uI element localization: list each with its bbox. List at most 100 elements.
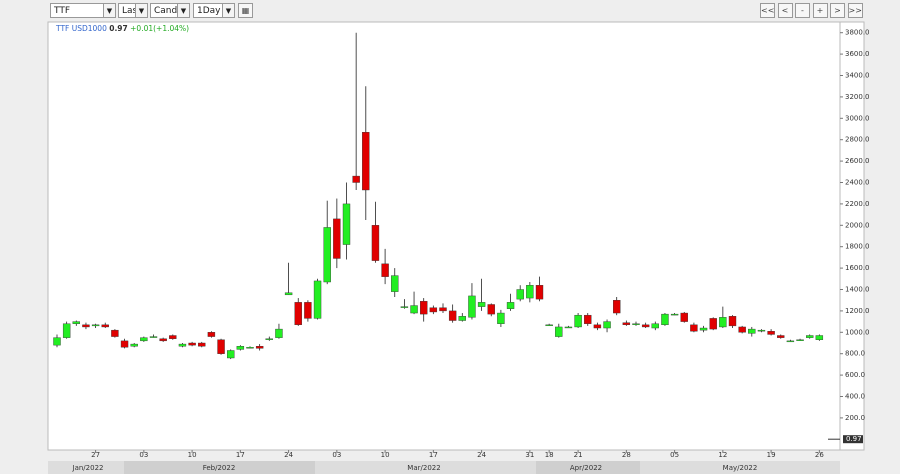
arrow: ▼: [177, 4, 189, 17]
candle-body: [391, 275, 399, 292]
candle-body: [275, 328, 283, 338]
candle-body: [661, 313, 669, 326]
candle-body: [149, 336, 158, 338]
candle-body: [169, 335, 177, 339]
arrow: ▼: [103, 4, 115, 17]
candle-body: [294, 302, 302, 326]
candle-body: [371, 225, 380, 261]
candle-body: [400, 306, 409, 308]
candle-body: [468, 295, 476, 318]
candle-body: [429, 307, 438, 313]
candle-body: [362, 132, 370, 191]
symbol-name: TTF USD1000: [55, 24, 107, 33]
change: +0.01(+1.04%): [130, 24, 189, 33]
grid-button[interactable]: ▦: [238, 3, 253, 18]
nav-button[interactable]: >>: [847, 3, 863, 18]
candle-body: [101, 324, 109, 328]
candle-body: [159, 338, 167, 342]
month-label: Feb/2022: [203, 464, 236, 472]
field: Last: [122, 6, 141, 16]
candle-body: [690, 324, 698, 332]
candle-body: [632, 323, 640, 325]
candle-body: [622, 322, 631, 326]
candle-body: [786, 340, 795, 343]
candle-body: [72, 321, 81, 324]
interval: 1Day: [197, 6, 221, 16]
x-tick-label: 21: [574, 451, 583, 459]
candle-body: [111, 329, 119, 337]
candle-body: [91, 324, 100, 327]
candle-body: [178, 343, 187, 347]
candle-body: [313, 280, 322, 319]
candle-body: [352, 175, 360, 183]
y-tick-label: 3600.0: [845, 50, 870, 58]
y-tick-label: 3400.0: [845, 72, 870, 80]
x-tick-label: 31: [525, 451, 534, 459]
candle-body: [477, 302, 486, 307]
style: Candle: [154, 6, 186, 16]
x-tick-label: 17: [429, 451, 438, 459]
candle-body: [448, 310, 457, 321]
candle-body: [226, 350, 235, 359]
x-tick-label: 10: [381, 451, 390, 459]
candle-body: [333, 218, 341, 259]
y-tick-label: 3200.0: [845, 93, 870, 101]
candle-body: [564, 326, 573, 329]
month-band: [124, 461, 315, 474]
month-band: [536, 461, 640, 474]
y-tick-label: 600.0: [845, 371, 865, 379]
candle-body: [458, 316, 466, 321]
candle-body: [709, 318, 717, 330]
candle-body: [777, 335, 785, 338]
candle-body: [207, 332, 216, 337]
nav-button[interactable]: <<: [760, 3, 775, 18]
field-select[interactable]: Last ▼: [118, 3, 148, 18]
last-value-box: [843, 435, 863, 444]
candle-body: [680, 312, 688, 322]
y-tick-label: 1000.0: [845, 328, 870, 336]
candle-body: [198, 342, 206, 347]
candle-body: [410, 305, 418, 314]
candle-body: [738, 326, 746, 333]
y-tick-label: 2800.0: [845, 136, 870, 144]
y-tick-label: 1800.0: [845, 243, 870, 251]
x-tick-label: 05: [670, 451, 679, 459]
candle-body: [719, 317, 727, 328]
month-band: [48, 461, 124, 474]
y-tick-label: 200.0: [845, 414, 865, 422]
candle-body: [641, 324, 650, 328]
candle-body: [506, 302, 515, 309]
nav-button[interactable]: <: [777, 3, 793, 18]
candle-body: [767, 331, 775, 335]
candle-body: [130, 343, 138, 347]
last-value-label: 0.97: [846, 435, 862, 443]
candle-body: [613, 300, 621, 314]
candle-body: [574, 314, 582, 328]
candle-body: [323, 227, 331, 283]
month-label: Jan/2022: [72, 464, 104, 472]
candle-body: [82, 324, 90, 328]
style-select[interactable]: Candle ▼: [150, 3, 190, 18]
candle-body: [217, 339, 225, 354]
y-tick-label: 1200.0: [845, 307, 870, 315]
x-tick-label: 17: [236, 451, 245, 459]
arrow: ▼: [222, 4, 234, 17]
candle-body: [806, 335, 814, 338]
nav-button[interactable]: >: [830, 3, 845, 18]
last-price: 0.97: [109, 24, 128, 33]
candle-body: [670, 313, 679, 316]
candle-body: [728, 316, 737, 327]
y-axis-area: [839, 21, 865, 451]
candle-body: [255, 346, 264, 349]
nav-button[interactable]: +: [812, 3, 828, 18]
x-tick-label: 27: [91, 451, 100, 459]
candle-body: [439, 307, 447, 312]
candle-body: [584, 314, 592, 324]
nav-button[interactable]: -: [795, 3, 810, 18]
candle-body: [284, 292, 293, 296]
interval-select[interactable]: 1Day ▼: [193, 3, 235, 18]
legend: TTF USD1000 0.97 +0.01(+1.04%): [55, 24, 189, 33]
candle-body: [420, 301, 428, 315]
y-tick-label: 400.0: [845, 393, 865, 401]
